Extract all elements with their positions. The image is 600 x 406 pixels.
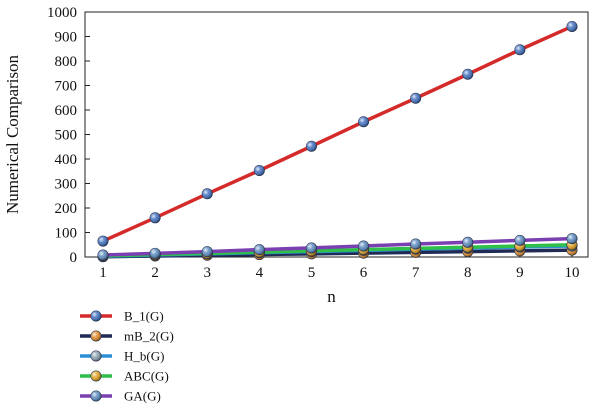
x-tick-label: 5 [308,265,316,281]
legend-label: GA(G) [124,389,161,404]
data-point-shade [462,237,473,248]
y-tick-label: 500 [55,128,78,144]
data-point-shade [566,21,578,32]
y-tick-label: 800 [55,54,78,70]
legend-label: mB_2(G) [124,329,174,344]
x-tick-label: 8 [464,265,472,281]
x-tick-label: 10 [565,265,580,281]
series-line [102,236,573,257]
legend-swatch-shade [90,310,102,322]
data-point-shade [97,249,109,261]
data-point-shade [149,212,161,223]
y-tick-label: 200 [55,201,78,217]
legend-swatch-shade [90,330,102,342]
series-lines [102,24,573,259]
data-point-shade [462,69,473,80]
data-point-shade [566,233,578,244]
data-point-shade [254,244,265,255]
data-point-shade [202,188,213,199]
x-axis-title: n [327,287,336,306]
legend-swatch-shade [90,370,102,382]
y-tick-label: 700 [55,79,78,95]
x-tick-label: 7 [412,265,420,281]
legend-swatch-shade [90,390,102,402]
data-point-shade [97,235,109,247]
x-tick-label: 9 [516,265,524,281]
x-tick-label: 6 [360,265,368,281]
data-point-shade [410,93,421,104]
legend-label: B_1(G) [124,309,164,324]
x-tick-label: 4 [256,265,264,281]
y-tick-label: 1000 [47,5,77,21]
y-tick-label: 300 [55,177,78,193]
data-point-shade [149,248,161,259]
data-point-shade [358,240,369,252]
y-axis: 0 100 200 300 400 500 600 700 800 900 1000 [47,5,90,266]
data-point-shade [306,141,317,152]
data-point-shade [514,235,526,246]
data-point-shade [358,116,369,127]
data-point-shade [410,238,421,250]
x-tick-label: 1 [99,265,107,281]
y-tick-label: 100 [55,226,78,242]
legend-label: ABC(G) [124,369,169,384]
y-tick-label: 600 [55,103,78,119]
series-markers [97,20,578,263]
y-axis-title: Numerical Comparison [3,54,22,214]
x-tick-label: 2 [151,265,159,281]
y-tick-label: 400 [55,152,78,168]
x-tick-label: 3 [203,265,211,281]
data-point-shade [254,165,265,176]
data-point-shade [514,44,526,55]
legend-label: H_b(G) [124,349,164,364]
legend: B_1(G) mB_2(G) H_b(G) ABC(G) GA(G) [80,309,174,404]
y-tick-label: 0 [70,250,78,266]
legend-swatch-shade [90,350,102,362]
data-point-shade [306,242,317,254]
y-tick-label: 900 [55,30,78,46]
series-line [102,24,573,243]
data-point-shade [202,246,213,257]
